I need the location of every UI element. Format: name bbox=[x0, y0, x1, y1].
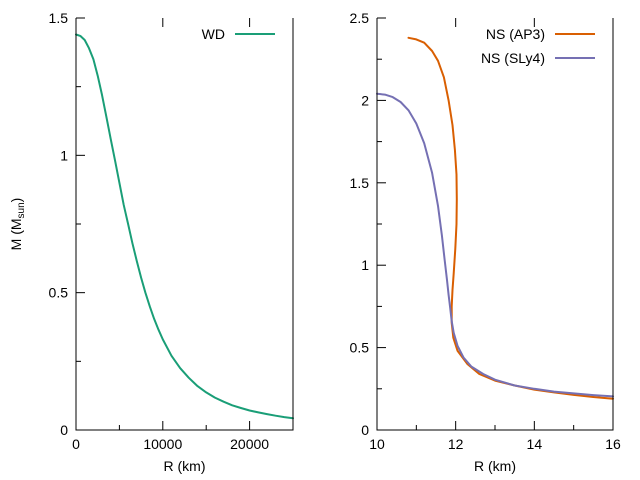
legend-label: WD bbox=[202, 26, 225, 42]
right-xtick-label: 10 bbox=[369, 436, 385, 452]
right-xtick-label: 12 bbox=[448, 436, 464, 452]
ylabel-subscript: sun bbox=[16, 202, 27, 218]
series-line-wd bbox=[75, 33, 294, 420]
right-ytick-label: 2 bbox=[361, 92, 369, 108]
right-ytick-label: 0 bbox=[361, 422, 369, 438]
left-axes-frame bbox=[75, 18, 294, 431]
panel-right-ns: 10 12 14 16 0 0.5 1 1.5 2 2.5 NS (AP3) NS (SLy4) R… bbox=[350, 10, 621, 474]
legend-label: NS (AP3) bbox=[486, 26, 545, 42]
left-ytick-label: 1 bbox=[60, 147, 68, 163]
left-y-axis-label: M (Msun) bbox=[8, 198, 27, 251]
left-ytick-label: 1.5 bbox=[49, 10, 69, 26]
left-xtick-label: 10000 bbox=[143, 436, 182, 452]
right-xtick-label: 14 bbox=[527, 436, 543, 452]
right-ytick-label: 1.5 bbox=[350, 175, 370, 191]
legend-label: NS (SLy4) bbox=[481, 50, 545, 66]
ylabel-close: ) bbox=[8, 198, 24, 203]
right-ytick-label: 2.5 bbox=[350, 10, 370, 26]
panel-left-wd: 0 10000 20000 0 0.5 1 1.5 WD R (km) M (Msun) bbox=[8, 10, 294, 474]
legend-left: WD bbox=[202, 26, 275, 42]
right-ytick-label: 0.5 bbox=[350, 340, 370, 356]
series-line-ns-sly4- bbox=[376, 92, 614, 398]
right-xtick-label: 16 bbox=[605, 436, 621, 452]
legend-right: NS (AP3) NS (SLy4) bbox=[481, 26, 595, 66]
right-x-axis-label: R (km) bbox=[474, 458, 516, 474]
left-ytick-label: 0.5 bbox=[49, 285, 69, 301]
right-axes-frame bbox=[376, 18, 614, 431]
left-xtick-label: 0 bbox=[72, 436, 80, 452]
left-xtick-label: 20000 bbox=[230, 436, 269, 452]
ylabel-main: M (M bbox=[8, 218, 24, 250]
left-x-axis-label: R (km) bbox=[164, 458, 206, 474]
right-ytick-label: 1 bbox=[361, 257, 369, 273]
left-ytick-label: 0 bbox=[60, 422, 68, 438]
